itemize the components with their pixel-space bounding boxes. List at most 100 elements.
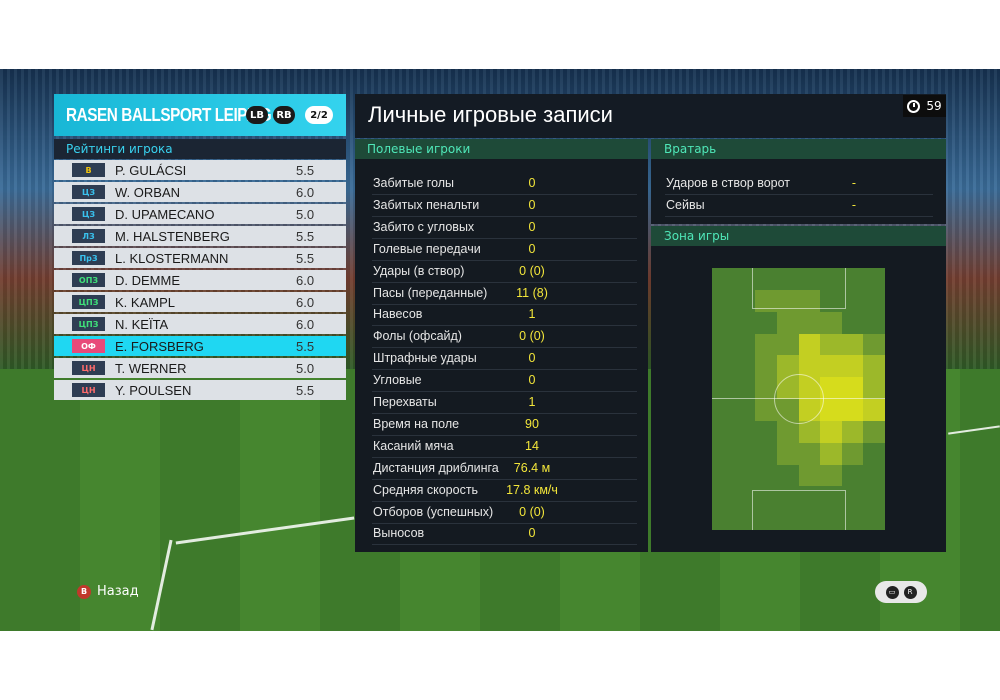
clock-icon — [907, 99, 921, 113]
heatmap-cell — [820, 268, 843, 291]
back-button[interactable]: B Назад — [77, 584, 139, 599]
player-rating: 5.0 — [296, 206, 315, 222]
stat-row: Касаний мяча 14 — [372, 436, 637, 458]
timer: 59 — [903, 95, 946, 117]
stat-label: Перехваты — [373, 395, 437, 409]
player-row[interactable]: ОФ E. FORSBERG 5.5 — [54, 336, 346, 356]
heatmap-cell — [820, 333, 843, 356]
chat-icon[interactable]: ▭ — [885, 585, 899, 599]
heatmap-cell — [733, 289, 756, 313]
player-name: Y. POULSEN — [115, 382, 192, 398]
stat-row: Время на поле 90 — [372, 414, 637, 436]
heatmap-pitch-marking — [752, 490, 846, 530]
team-header: RASEN BALLSPORT LEIPZIG LB RB 2/2 — [54, 94, 346, 136]
heatmap-cell — [755, 289, 778, 313]
stat-label: Выносов — [373, 526, 425, 541]
player-name: D. DEMME — [115, 272, 180, 288]
player-row[interactable]: ЦПЗ N. KEÏTA 6.0 — [54, 314, 346, 334]
player-row[interactable]: ЛЗ M. HALSTENBERG 5.5 — [54, 226, 346, 246]
heatmap-cell — [863, 377, 885, 400]
heatmap-cell — [841, 464, 864, 487]
rs-stick-icon[interactable]: R — [903, 585, 917, 599]
stat-row: Пасы (переданные) 11 (8) — [372, 283, 637, 305]
lb-button-icon[interactable]: LB — [246, 106, 268, 124]
stat-row: Забито с угловых 0 — [372, 217, 637, 239]
heatmap-cell — [820, 311, 843, 334]
heatmap-cell — [820, 464, 843, 487]
player-row[interactable]: ЦЗ D. UPAMECANO 5.0 — [54, 204, 346, 224]
heatmap-cell — [712, 311, 735, 334]
heatmap-cell — [776, 508, 799, 530]
heatmap-cell — [798, 486, 821, 509]
heatmap-cell — [755, 442, 778, 465]
player-row[interactable]: ЦПЗ K. KAMPL 6.0 — [54, 292, 346, 312]
stat-row: Средняя скорость 17.8 км/ч — [372, 480, 637, 502]
heatmap-cell — [863, 420, 885, 444]
heatmap-cell — [798, 442, 821, 465]
stat-row: Ударов в створ ворот - — [665, 173, 933, 195]
heatmap-cell — [712, 420, 735, 444]
team-name: RASEN BALLSPORT LEIPZIG — [66, 104, 272, 125]
back-label: Назад — [97, 584, 139, 599]
stat-label: Угловые — [373, 373, 422, 388]
stat-label: Отборов (успешных) — [373, 504, 494, 519]
player-rating: 6.0 — [296, 272, 315, 288]
stat-row: Удары (в створ) 0 (0) — [372, 261, 637, 283]
heatmap-cell — [820, 289, 843, 313]
heatmap-cell — [776, 289, 799, 313]
heatmap-cell — [863, 486, 885, 509]
player-row[interactable]: В P. GULÁCSI 5.5 — [54, 160, 346, 180]
stat-row: Выносов 0 — [372, 523, 637, 546]
stat-label: Дистанция дриблинга — [373, 460, 499, 475]
player-row[interactable]: ПрЗ L. KLOSTERMANN 5.5 — [54, 248, 346, 268]
stat-row: Дистанция дриблинга 76.4 м — [372, 458, 637, 480]
heatmap-cell — [755, 311, 778, 334]
rb-button-icon[interactable]: RB — [273, 106, 295, 124]
stat-value: 17.8 км/ч — [506, 482, 558, 497]
stat-label: Забито с угловых — [373, 219, 475, 234]
heatmap-cell — [712, 355, 735, 378]
heatmap-cell — [755, 377, 778, 400]
stat-label: Сейвы — [666, 198, 705, 212]
heatmap-cell — [712, 289, 735, 313]
stat-label: Ударов в створ ворот — [666, 176, 790, 190]
heatmap-cell — [863, 289, 885, 313]
heatmap-pitch-marking — [774, 374, 824, 424]
heatmap-cell — [798, 464, 821, 487]
stat-label: Касаний мяча — [373, 438, 454, 453]
player-name: E. FORSBERG — [115, 338, 204, 354]
stat-label: Пасы (переданные) — [373, 285, 488, 300]
stat-value: 0 — [528, 373, 536, 388]
player-row[interactable]: ОПЗ D. DEMME 6.0 — [54, 270, 346, 290]
stat-value: 0 (0) — [519, 329, 545, 344]
heatmap-cell — [733, 508, 756, 530]
heatmap-cell — [733, 442, 756, 465]
stat-value: 11 (8) — [516, 285, 548, 300]
heatmap-cell — [863, 268, 885, 291]
heatmap — [712, 268, 885, 530]
controller-buttons: ▭ R — [875, 581, 927, 603]
title-bar: Личные игровые записи — [355, 94, 946, 138]
player-name: T. WERNER — [115, 360, 187, 376]
stat-row: Забитых пенальти 0 — [372, 195, 637, 217]
player-row[interactable]: ЦН Y. POULSEN 5.5 — [54, 380, 346, 400]
heatmap-cell — [776, 355, 799, 378]
stat-label: Забитые голы — [373, 176, 455, 190]
stat-value: 90 — [525, 416, 539, 431]
position-badge: ЦН — [72, 383, 105, 397]
player-name: D. UPAMECANO — [115, 206, 215, 222]
heatmap-cell — [755, 268, 778, 291]
position-badge: ЦПЗ — [72, 295, 105, 309]
position-badge: ЛЗ — [72, 229, 105, 243]
player-row[interactable]: ЦЗ W. ORBAN 6.0 — [54, 182, 346, 202]
heatmap-cell — [841, 355, 864, 378]
heatmap-cell — [841, 289, 864, 313]
heatmap-cell — [863, 508, 885, 530]
player-row[interactable]: ЦН T. WERNER 5.0 — [54, 358, 346, 378]
heatmap-cell — [733, 420, 756, 444]
stat-value: - — [851, 198, 857, 212]
heatmap-cell — [733, 311, 756, 334]
position-badge: ПрЗ — [72, 251, 105, 265]
player-name: P. GULÁCSI — [115, 162, 187, 178]
player-name: L. KLOSTERMANN — [115, 250, 229, 266]
